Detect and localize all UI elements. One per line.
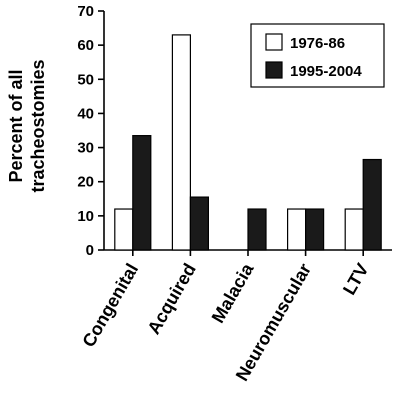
- y-axis-label-line-1: Percent of all: [6, 69, 26, 182]
- y-tick-label: 70: [77, 3, 94, 20]
- bar-1976-86-acquired: [171, 34, 191, 251]
- y-tick-label: 10: [77, 208, 94, 225]
- bar-1995-2004-malacia: [247, 208, 267, 251]
- bar-1995-2004-acquired: [189, 196, 209, 251]
- y-ticks: 0 10 20 30 40 50 60 70: [77, 3, 104, 259]
- legend: 1976-86 1995-2004: [250, 23, 385, 88]
- bar-1995-2004-congenital: [132, 135, 152, 251]
- y-tick-label: 0: [86, 242, 94, 259]
- bars: [114, 34, 382, 251]
- legend-swatch-1995-2004: [265, 61, 283, 79]
- legend-swatch-1976-86: [265, 33, 283, 51]
- y-tick-label: 30: [77, 140, 94, 157]
- x-tick-label-acquired: Acquired: [144, 260, 200, 338]
- y-tick-label: 40: [77, 105, 94, 122]
- bar-1976-86-congenital: [114, 208, 134, 251]
- bar-1976-86-ltv: [344, 208, 364, 251]
- legend-label-1995-2004: 1995-2004: [290, 63, 362, 80]
- x-tick-label-ltv: LTV: [339, 260, 373, 298]
- x-tick-label-malacia: Malacia: [208, 259, 258, 326]
- bar-1995-2004-ltv: [362, 158, 382, 251]
- y-tick-label: 20: [77, 174, 94, 191]
- y-tick-label: 60: [77, 37, 94, 54]
- legend-label-1976-86: 1976-86: [290, 35, 345, 52]
- bar-1995-2004-neuromuscular: [305, 208, 325, 251]
- y-tick-label: 50: [77, 71, 94, 88]
- y-axis-label: Percent of all tracheostomies: [6, 59, 48, 192]
- bar-1976-86-neuromuscular: [287, 208, 307, 251]
- x-tick-label-congenital: Congenital: [78, 260, 142, 351]
- y-axis-label-line-2: tracheostomies: [28, 59, 48, 192]
